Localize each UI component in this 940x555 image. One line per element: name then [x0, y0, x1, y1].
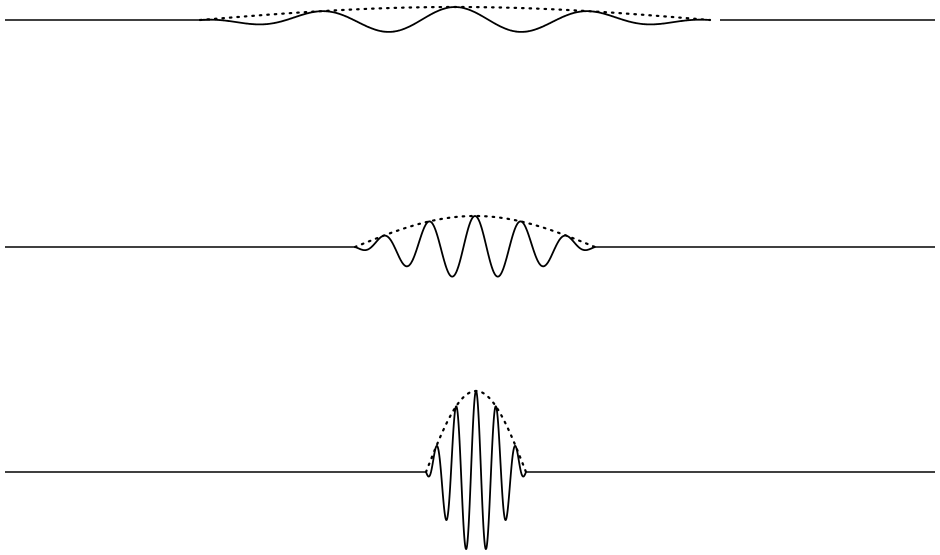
envelope-narrow: [424, 389, 528, 474]
wave-packet-wide: [5, 5, 935, 33]
wave-packet-medium: [5, 214, 935, 278]
envelope-wide: [198, 5, 712, 22]
envelope-medium: [353, 214, 597, 249]
wave-packet-narrow: [5, 389, 935, 550]
wave-narrow: [425, 390, 527, 550]
wave-medium: [354, 215, 596, 278]
wave-wide: [199, 6, 711, 33]
